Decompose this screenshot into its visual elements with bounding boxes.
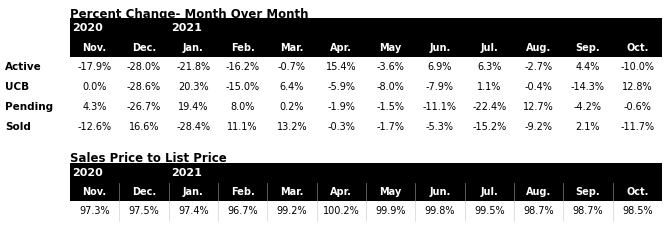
- Text: -26.7%: -26.7%: [127, 102, 161, 112]
- Text: 97.4%: 97.4%: [178, 206, 209, 216]
- Text: UCB: UCB: [5, 82, 29, 92]
- Text: Jul.: Jul.: [480, 43, 498, 53]
- Text: -7.9%: -7.9%: [426, 82, 454, 92]
- Bar: [70, 183, 662, 201]
- Text: 4.3%: 4.3%: [83, 102, 107, 112]
- Text: 20.3%: 20.3%: [178, 82, 209, 92]
- Text: 100.2%: 100.2%: [323, 206, 360, 216]
- Text: Pending: Pending: [5, 102, 53, 112]
- Text: -9.2%: -9.2%: [525, 122, 553, 132]
- Bar: [70, 38, 662, 57]
- Text: -2.7%: -2.7%: [525, 62, 553, 72]
- Text: 2020: 2020: [72, 23, 103, 33]
- Text: -5.3%: -5.3%: [426, 122, 454, 132]
- Text: -0.4%: -0.4%: [525, 82, 553, 92]
- Text: Feb.: Feb.: [231, 43, 254, 53]
- Text: -5.9%: -5.9%: [327, 82, 356, 92]
- Text: -11.1%: -11.1%: [423, 102, 457, 112]
- Text: -12.6%: -12.6%: [78, 122, 112, 132]
- Text: May: May: [380, 43, 402, 53]
- Text: Oct.: Oct.: [626, 187, 648, 197]
- Text: Aug.: Aug.: [526, 187, 552, 197]
- Text: -28.4%: -28.4%: [176, 122, 211, 132]
- Text: 96.7%: 96.7%: [227, 206, 258, 216]
- Text: 1.1%: 1.1%: [477, 82, 501, 92]
- Bar: [70, 163, 662, 183]
- Text: -0.7%: -0.7%: [278, 62, 306, 72]
- Text: Apr.: Apr.: [330, 43, 352, 53]
- Text: 11.1%: 11.1%: [227, 122, 258, 132]
- Text: -22.4%: -22.4%: [472, 102, 507, 112]
- Text: Dec.: Dec.: [132, 43, 156, 53]
- Text: -16.2%: -16.2%: [225, 62, 260, 72]
- Text: Jun.: Jun.: [429, 187, 451, 197]
- Text: 6.3%: 6.3%: [477, 62, 501, 72]
- Text: 99.9%: 99.9%: [375, 206, 406, 216]
- Text: Active: Active: [5, 62, 42, 72]
- Text: -11.7%: -11.7%: [620, 122, 654, 132]
- Text: Dec.: Dec.: [132, 187, 156, 197]
- Text: Nov.: Nov.: [83, 187, 107, 197]
- Text: 2.1%: 2.1%: [576, 122, 601, 132]
- Text: 8.0%: 8.0%: [230, 102, 255, 112]
- Text: -1.9%: -1.9%: [327, 102, 355, 112]
- Text: Sold: Sold: [5, 122, 31, 132]
- Text: Sep.: Sep.: [576, 43, 601, 53]
- Text: Oct.: Oct.: [626, 43, 648, 53]
- Text: -10.0%: -10.0%: [620, 62, 654, 72]
- Text: -17.9%: -17.9%: [78, 62, 112, 72]
- Text: -8.0%: -8.0%: [376, 82, 405, 92]
- Text: 99.8%: 99.8%: [425, 206, 455, 216]
- Text: 4.4%: 4.4%: [576, 62, 600, 72]
- Text: 12.7%: 12.7%: [523, 102, 554, 112]
- Text: -28.0%: -28.0%: [127, 62, 161, 72]
- Text: Percent Change- Month Over Month: Percent Change- Month Over Month: [70, 8, 309, 21]
- Text: -4.2%: -4.2%: [574, 102, 602, 112]
- Text: 2020: 2020: [72, 168, 103, 178]
- Text: Aug.: Aug.: [526, 43, 552, 53]
- Text: 15.4%: 15.4%: [326, 62, 357, 72]
- Text: Apr.: Apr.: [330, 187, 352, 197]
- Text: 98.7%: 98.7%: [572, 206, 603, 216]
- Text: May: May: [380, 187, 402, 197]
- Text: -0.3%: -0.3%: [327, 122, 355, 132]
- Text: -15.0%: -15.0%: [225, 82, 260, 92]
- Text: 12.8%: 12.8%: [622, 82, 653, 92]
- Text: 0.0%: 0.0%: [83, 82, 107, 92]
- Text: -21.8%: -21.8%: [176, 62, 211, 72]
- Text: 19.4%: 19.4%: [178, 102, 209, 112]
- Text: Mar.: Mar.: [280, 43, 304, 53]
- Text: 2021: 2021: [170, 23, 201, 33]
- Text: Mar.: Mar.: [280, 187, 304, 197]
- Text: -0.6%: -0.6%: [623, 102, 652, 112]
- Text: 99.5%: 99.5%: [474, 206, 505, 216]
- Text: -1.7%: -1.7%: [376, 122, 405, 132]
- Text: Sales Price to List Price: Sales Price to List Price: [70, 152, 227, 165]
- Text: 98.5%: 98.5%: [622, 206, 653, 216]
- Text: -28.6%: -28.6%: [127, 82, 161, 92]
- Text: 6.9%: 6.9%: [428, 62, 452, 72]
- Text: 98.7%: 98.7%: [523, 206, 554, 216]
- Text: 97.5%: 97.5%: [129, 206, 160, 216]
- Text: 6.4%: 6.4%: [280, 82, 304, 92]
- Text: -14.3%: -14.3%: [571, 82, 605, 92]
- Text: -15.2%: -15.2%: [472, 122, 507, 132]
- Text: 99.2%: 99.2%: [276, 206, 307, 216]
- Text: Nov.: Nov.: [83, 43, 107, 53]
- Text: 13.2%: 13.2%: [276, 122, 307, 132]
- Text: 2021: 2021: [170, 168, 201, 178]
- Text: Sep.: Sep.: [576, 187, 601, 197]
- Bar: [70, 18, 662, 38]
- Text: 0.2%: 0.2%: [280, 102, 304, 112]
- Text: 16.6%: 16.6%: [129, 122, 159, 132]
- Text: Feb.: Feb.: [231, 187, 254, 197]
- Text: Jan.: Jan.: [183, 187, 204, 197]
- Text: -3.6%: -3.6%: [376, 62, 405, 72]
- Text: -1.5%: -1.5%: [376, 102, 405, 112]
- Text: Jan.: Jan.: [183, 43, 204, 53]
- Text: Jul.: Jul.: [480, 187, 498, 197]
- Text: 97.3%: 97.3%: [79, 206, 110, 216]
- Text: Jun.: Jun.: [429, 43, 451, 53]
